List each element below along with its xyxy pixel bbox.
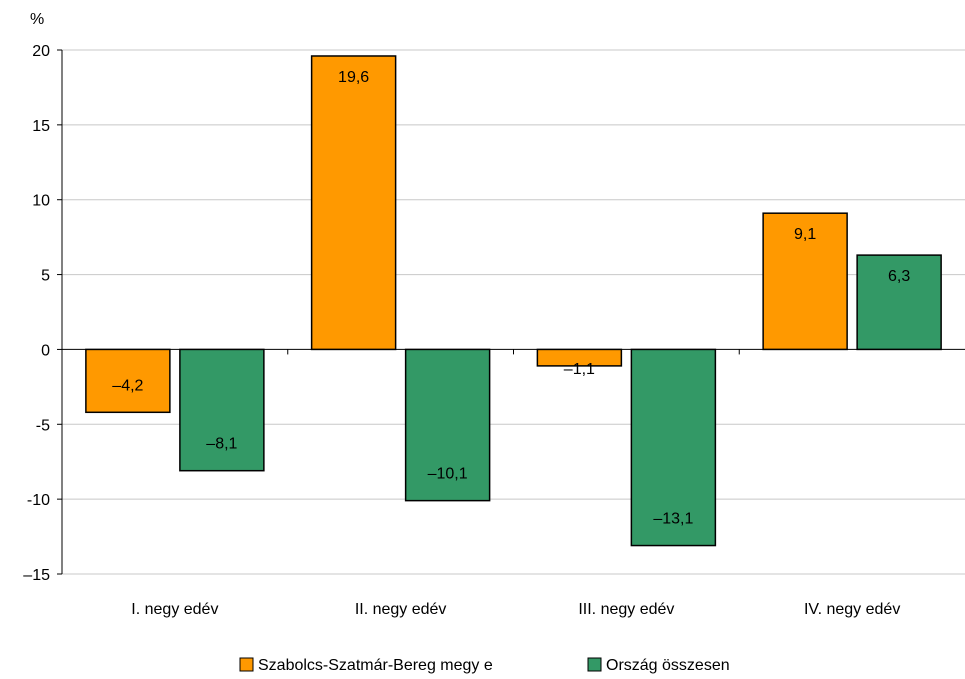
x-category-label: I. negy edév	[131, 601, 218, 618]
data-label: –1,1	[564, 361, 595, 378]
y-tick-label: –15	[23, 567, 50, 584]
y-tick-label: 15	[32, 118, 50, 135]
y-tick-label: 10	[32, 193, 50, 210]
bar	[404, 348, 491, 502]
data-labels: –4,2 –8,1 19,6 –10,1 –1,1 –13,1 9,1 6,3	[112, 69, 910, 528]
data-label: –13,1	[653, 511, 693, 528]
bars	[85, 55, 942, 547]
legend-label: Szabolcs-Szatmár-Bereg megy e	[258, 657, 493, 674]
x-category-label: II. negy edév	[355, 601, 447, 618]
legend-swatch	[239, 657, 254, 672]
y-tick-label: 20	[32, 43, 50, 60]
bar	[856, 254, 942, 351]
data-label: 19,6	[338, 69, 369, 86]
data-label: 6,3	[888, 268, 910, 285]
data-label: 9,1	[794, 226, 816, 243]
bar	[762, 212, 848, 351]
bar	[179, 348, 265, 472]
x-category-label: IV. negy edév	[804, 601, 900, 618]
data-label: –10,1	[428, 466, 468, 483]
x-category-label: III. negy edév	[578, 601, 674, 618]
y-tick-label: 5	[41, 268, 50, 285]
y-tick-label: -5	[36, 417, 50, 434]
bar	[85, 348, 171, 414]
x-axis-categories: I. negy edév II. negy edév III. negy edév I…	[131, 601, 900, 618]
bar	[630, 348, 717, 547]
y-axis-unit-label: %	[30, 11, 44, 28]
legend-label: Ország összesen	[606, 657, 730, 674]
y-tick-label: 0	[41, 342, 50, 359]
legend: Szabolcs-Szatmár-Bereg megy e Ország össz…	[239, 657, 730, 674]
bar	[310, 55, 397, 351]
axes	[61, 50, 965, 574]
y-axis-ticks: 20 15 10 5 0 -5 -10 –15	[23, 43, 62, 584]
data-label: –4,2	[112, 377, 143, 394]
y-tick-label: -10	[27, 492, 50, 509]
legend-swatch	[587, 657, 602, 672]
data-label: –8,1	[206, 436, 237, 453]
